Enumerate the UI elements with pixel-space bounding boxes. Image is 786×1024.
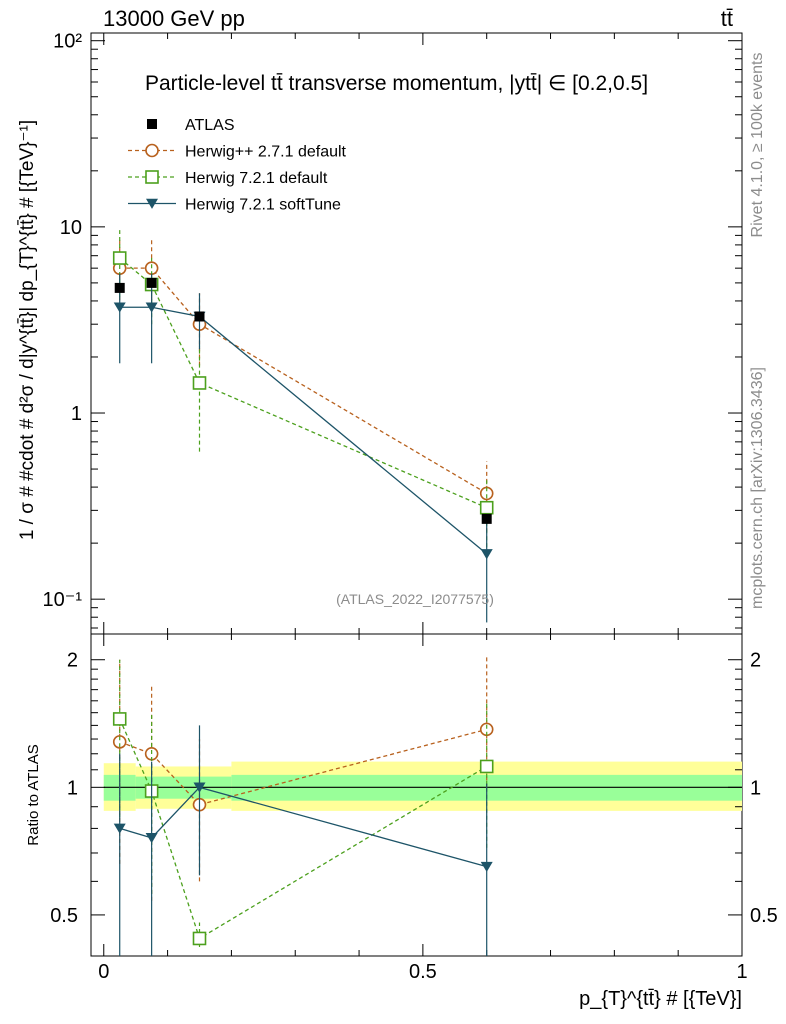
analysis-tag: (ATLAS_2022_I2077575) <box>336 591 494 607</box>
rivet-label: Rivet 4.1.0, ≥ 100k events <box>749 53 766 238</box>
series-line-ratio <box>119 786 487 868</box>
y-tick-label: 10⁻¹ <box>43 589 83 611</box>
legend: ATLAS Herwig++ 2.7.1 default Herwig 7.2.1 … <box>128 117 347 214</box>
square-marker <box>112 712 127 726</box>
process-label: tt̄ <box>721 6 733 31</box>
triangle-marker <box>113 302 126 313</box>
y-axis-label: 1 / σ # #cdot # d²σ / d|y^{tt̄}| dp_{T}^… <box>17 120 38 540</box>
chart-title: Particle-level tt̄ transverse momentum, … <box>145 72 648 95</box>
series-line-ratio <box>119 718 488 940</box>
x-tick-label: 1 <box>736 961 747 983</box>
energy-label: 13000 GeV pp <box>103 6 245 31</box>
square-marker <box>192 931 207 946</box>
series-line-main <box>119 306 488 555</box>
legend-atlas-marker <box>147 119 157 129</box>
square-marker <box>145 170 159 184</box>
x-tick-label: 0.5 <box>409 961 437 983</box>
y-tick-label: 1 <box>71 403 82 425</box>
legend-series-label: Herwig++ 2.7.1 default <box>185 144 347 161</box>
square-marker <box>479 500 494 515</box>
ratio-tick-label: 1 <box>67 777 78 799</box>
atlas-data-point <box>194 311 205 322</box>
circle-marker <box>112 735 127 749</box>
ratio-tick-label: 0.5 <box>50 905 78 927</box>
triangle-marker <box>146 198 158 209</box>
legend-atlas-label: ATLAS <box>185 117 235 134</box>
atlas-data-point <box>114 282 125 293</box>
series-line-main <box>119 267 488 494</box>
triangle-marker <box>145 833 158 844</box>
ratio-tick-label: 2 <box>67 650 78 672</box>
legend-series-label: Herwig 7.2.1 softTune <box>185 197 341 214</box>
ratio-tick-label-right: 2 <box>750 650 761 672</box>
x-axis-label: p_{T}^{tt̄} # [{TeV}] <box>579 988 742 1010</box>
atlas-data-point <box>481 513 492 524</box>
mcplots-label: mcplots.cern.ch [arXiv:1306.3436] <box>749 367 766 609</box>
square-marker <box>192 376 207 390</box>
y-tick-label: 10 <box>60 217 82 239</box>
triangle-marker <box>145 302 158 313</box>
triangle-marker <box>480 549 493 560</box>
ratio-axis-label: Ratio to ATLAS <box>25 744 42 845</box>
ratio-tick-label-right: 0.5 <box>750 905 778 927</box>
circle-marker <box>145 143 159 158</box>
atlas-data-point <box>146 277 157 288</box>
ratio-tick-label-right: 1 <box>750 777 761 799</box>
triangle-marker <box>193 782 206 793</box>
series-line-main <box>119 257 487 509</box>
square-marker <box>479 759 494 774</box>
legend-series-label: Herwig 7.2.1 default <box>185 170 328 187</box>
square-marker <box>112 251 127 265</box>
x-tick-label: 0 <box>98 961 109 983</box>
y-tick-label: 10² <box>53 31 82 53</box>
triangle-marker <box>480 861 493 873</box>
triangle-marker <box>113 823 126 834</box>
series-line-ratio <box>119 728 487 806</box>
chart-marks <box>112 230 494 956</box>
axes: 0 0.5 1 10⁻¹ 1 10 10² 0.5 0.5 1 1 2 2 <box>43 31 778 983</box>
